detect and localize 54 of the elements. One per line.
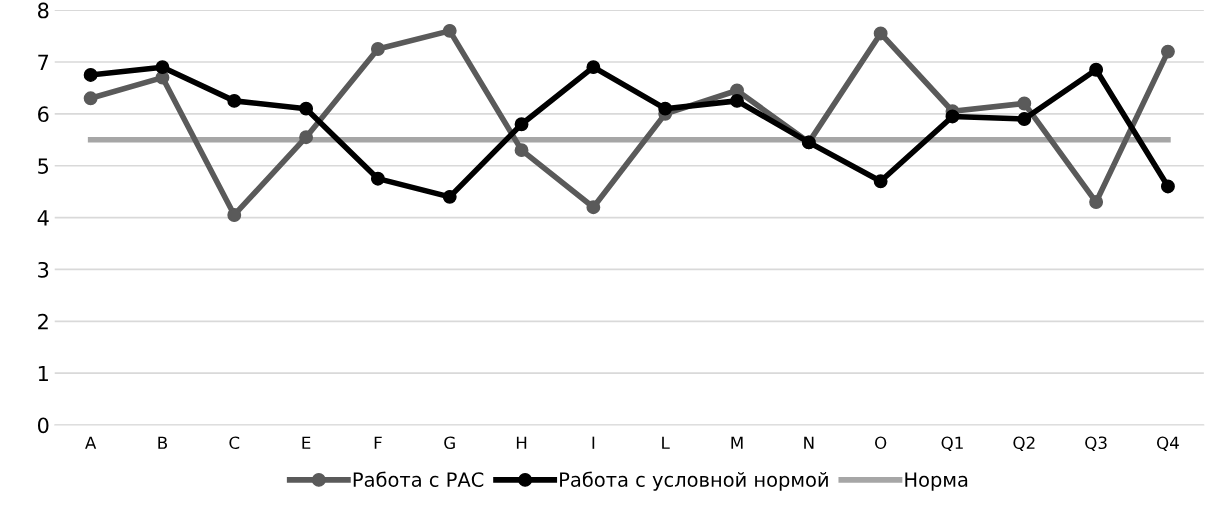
legend-label: Норма xyxy=(905,472,968,491)
point xyxy=(730,93,744,108)
x-tick-label: B xyxy=(158,436,167,449)
y-tick-label: 0 xyxy=(37,417,49,434)
point xyxy=(1017,96,1032,111)
point xyxy=(514,117,529,132)
legend-label: Работа с РАС xyxy=(353,471,484,487)
x-tick-label: N xyxy=(804,436,814,449)
y-tick-label: 4 xyxy=(37,210,49,226)
y-tick-label: 3 xyxy=(38,261,49,278)
x-tick-label: F xyxy=(374,436,382,449)
x-tick-label: H xyxy=(516,436,527,449)
point xyxy=(370,171,385,186)
x-tick-label: I xyxy=(592,436,595,449)
x-tick-label: Q3 xyxy=(1085,436,1107,451)
x-tick-label: M xyxy=(731,436,743,449)
point xyxy=(83,91,98,106)
point xyxy=(155,60,170,75)
y-tick-label: 1 xyxy=(38,365,48,382)
point xyxy=(586,60,601,75)
point xyxy=(873,26,888,41)
point xyxy=(658,101,673,116)
x-tick-label: E xyxy=(302,436,311,449)
point xyxy=(945,109,960,124)
point xyxy=(227,93,242,108)
x-tick-label: Q2 xyxy=(1013,436,1035,451)
x-tick-label: Q4 xyxy=(1157,436,1179,451)
point xyxy=(442,23,457,38)
point xyxy=(586,200,601,215)
x-tick-label: L xyxy=(662,436,670,449)
point xyxy=(1017,112,1032,126)
y-tick-label: 7 xyxy=(38,54,49,70)
y-tick-label: 2 xyxy=(38,313,48,330)
point xyxy=(514,143,529,158)
x-tick-label: A xyxy=(85,436,97,449)
point xyxy=(370,42,385,56)
point xyxy=(1160,179,1175,194)
x-tick-label: C xyxy=(229,436,240,450)
y-tick-label: 5 xyxy=(38,158,49,174)
point xyxy=(299,130,314,145)
x-tick-label: O xyxy=(875,436,887,450)
y-tick-label: 8 xyxy=(38,2,49,19)
point xyxy=(1089,195,1104,209)
point xyxy=(83,68,98,82)
x-tick-label: G xyxy=(444,436,455,450)
point xyxy=(873,174,888,189)
point xyxy=(227,208,242,222)
point xyxy=(442,189,457,204)
y-tick-label: 6 xyxy=(38,106,49,123)
x-tick-label: Q1 xyxy=(941,436,963,451)
point xyxy=(299,101,314,116)
legend-label: Работа с условной нормой xyxy=(560,471,828,491)
point xyxy=(1089,62,1104,77)
point xyxy=(1160,44,1175,59)
